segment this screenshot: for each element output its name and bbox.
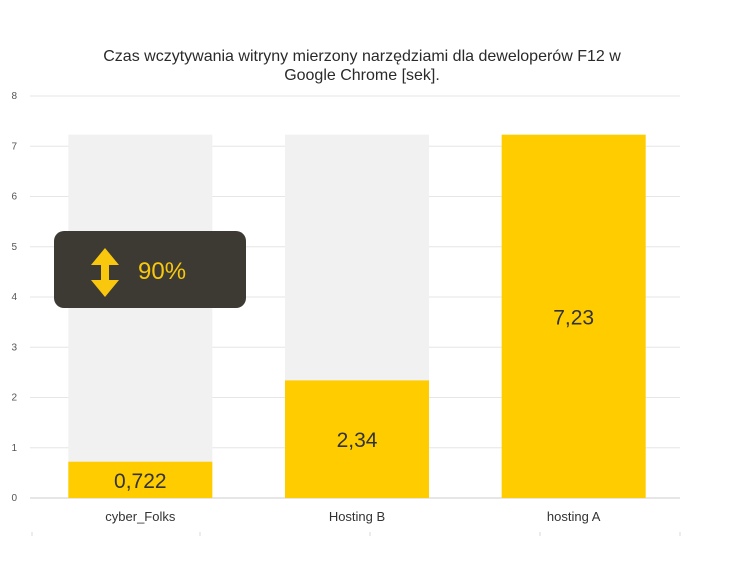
- y-tick-label: 5: [11, 242, 17, 253]
- bar: [285, 380, 429, 498]
- y-tick-label: 7: [11, 141, 17, 152]
- double-arrow-vertical-icon: [91, 248, 119, 297]
- bar-background: [68, 134, 213, 498]
- chart-title-line-1: Czas wczytywania witryny mierzony narzęd…: [103, 48, 621, 65]
- y-tick-label: 3: [11, 342, 17, 353]
- y-tick-label: 8: [11, 91, 17, 102]
- y-axis-ticks: 0 1 2 3 4 5 6 7 8: [11, 91, 17, 504]
- category-label: hosting A: [547, 509, 601, 524]
- y-tick-label: 4: [11, 292, 17, 303]
- bar: [501, 134, 646, 498]
- category-labels: cyber_Folks Hosting B hosting A: [105, 509, 600, 524]
- improvement-badge: 90%: [54, 231, 246, 308]
- y-tick-label: 1: [11, 443, 17, 454]
- bar: [68, 461, 213, 498]
- category-label: cyber_Folks: [105, 509, 176, 524]
- badge-percentage: 90%: [138, 258, 186, 285]
- data-label: 2,34: [337, 429, 378, 452]
- y-tick-label: 2: [11, 393, 17, 404]
- data-labels: 0,722 2,34 7,23: [114, 306, 594, 493]
- bars: [68, 134, 646, 498]
- y-tick-label: 6: [11, 192, 17, 203]
- data-label: 7,23: [553, 306, 594, 329]
- y-tick-label: 0: [11, 493, 17, 504]
- chart-title-line-2: Google Chrome [sek].: [284, 67, 440, 84]
- chart-title: Czas wczytywania witryny mierzony narzęd…: [103, 48, 621, 84]
- data-label: 0,722: [114, 470, 167, 493]
- category-label: Hosting B: [329, 509, 385, 524]
